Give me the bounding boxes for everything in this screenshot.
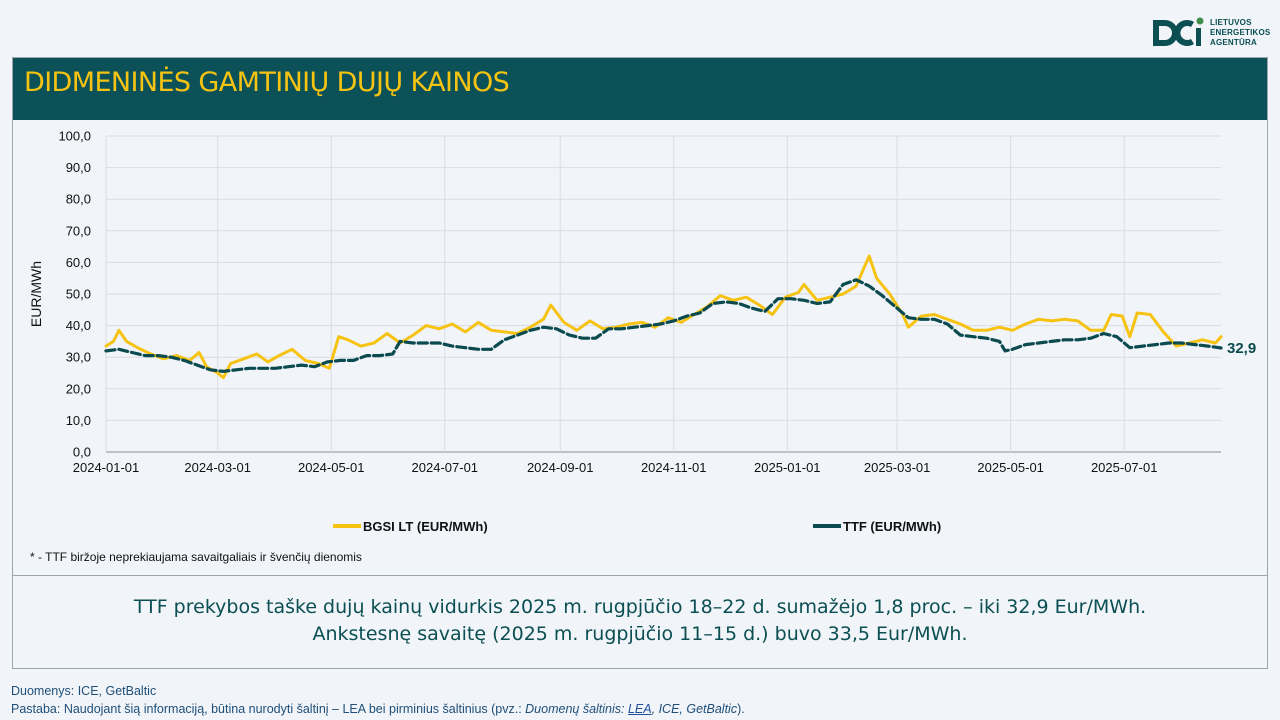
lea-logo: LIETUVOS ENERGETIKOS AGENTŪRA — [1150, 14, 1275, 54]
sources-italic-rest: , ICE, GetBaltic — [651, 702, 738, 716]
chart-footnote: * - TTF biržoje neprekiaujama savaitgali… — [30, 550, 362, 564]
logo-line-2: ENERGETIKOS — [1210, 28, 1271, 37]
x-tick-label: 2025-05-01 — [977, 460, 1044, 475]
ttf-series-line — [104, 278, 1223, 373]
sources-prefix: Pastaba: Naudojant šią informaciją, būti… — [11, 702, 526, 716]
y-tick-label: 10,0 — [66, 413, 91, 428]
x-tick-label: 2025-03-01 — [864, 460, 931, 475]
legend-ttf-label: TTF (EUR/MWh) — [843, 519, 941, 534]
y-tick-label: 60,0 — [66, 255, 91, 270]
sources-note: Duomenys: ICE, GetBaltic Pastaba: Naudoj… — [11, 682, 745, 718]
sources-italic: Duomenų šaltinis: — [525, 702, 628, 716]
y-tick-label: 50,0 — [66, 287, 91, 302]
y-tick-label: 30,0 — [66, 350, 91, 365]
lea-logo-mark-icon — [1153, 17, 1204, 46]
lea-logo-text: LIETUVOS ENERGETIKOS AGENTŪRA — [1210, 18, 1280, 48]
x-tick-label: 2024-11-01 — [641, 460, 707, 475]
sources-line-1: Duomenys: ICE, GetBaltic — [11, 684, 157, 698]
page-title: DIDMENINĖS GAMTINIŲ DUJŲ KAINOS — [24, 67, 510, 98]
title-bar: DIDMENINĖS GAMTINIŲ DUJŲ KAINOS — [13, 58, 1267, 120]
summary-line-1: TTF prekybos taške dujų kainų vidurkis 2… — [133, 596, 1147, 618]
y-tick-label: 20,0 — [66, 381, 91, 396]
x-tick-label: 2024-03-01 — [184, 460, 251, 475]
y-tick-label: 100,0 — [58, 129, 91, 144]
x-tick-label: 2025-07-01 — [1091, 460, 1158, 475]
y-tick-label: 90,0 — [66, 160, 91, 175]
logo-line-3: AGENTŪRA — [1210, 38, 1257, 47]
lea-link[interactable]: LEA — [627, 702, 652, 716]
summary-box: TTF prekybos taške dujų kainų vidurkis 2… — [13, 575, 1267, 670]
x-tick-label: 2025-01-01 — [754, 460, 821, 475]
price-chart: 0,0 10,0 20,0 30,0 40,0 50,0 60,0 70,0 80,0 90,0 1… — [28, 129, 1256, 535]
content-panel: DIDMENINĖS GAMTINIŲ DUJŲ KAINOS 0,0 10,0 2… — [12, 57, 1268, 669]
x-tick-label: 2024-05-01 — [298, 460, 365, 475]
chart-area: 0,0 10,0 20,0 30,0 40,0 50,0 60,0 70,0 80,0 90,0 1… — [13, 120, 1267, 575]
y-tick-label: 40,0 — [66, 318, 91, 333]
sources-suffix: ). — [737, 702, 745, 716]
x-tick-label: 2024-01-01 — [73, 460, 140, 475]
ttf-end-value-label: 32,9 — [1227, 340, 1256, 357]
summary-line-2: Ankstesnę savaitę (2025 m. rugpjūčio 11–… — [312, 623, 968, 645]
y-axis-label: EUR/MWh — [28, 261, 44, 327]
logo-line-1: LIETUVOS — [1210, 18, 1252, 27]
x-tick-label: 2024-09-01 — [527, 460, 594, 475]
sources-line-2: Pastaba: Naudojant šią informaciją, būti… — [11, 700, 745, 718]
y-tick-label: 0,0 — [73, 445, 91, 460]
y-tick-label: 80,0 — [66, 192, 91, 207]
legend-bgsi-label: BGSI LT (EUR/MWh) — [363, 519, 488, 534]
y-tick-label: 70,0 — [66, 223, 91, 238]
x-tick-label: 2024-07-01 — [412, 460, 479, 475]
